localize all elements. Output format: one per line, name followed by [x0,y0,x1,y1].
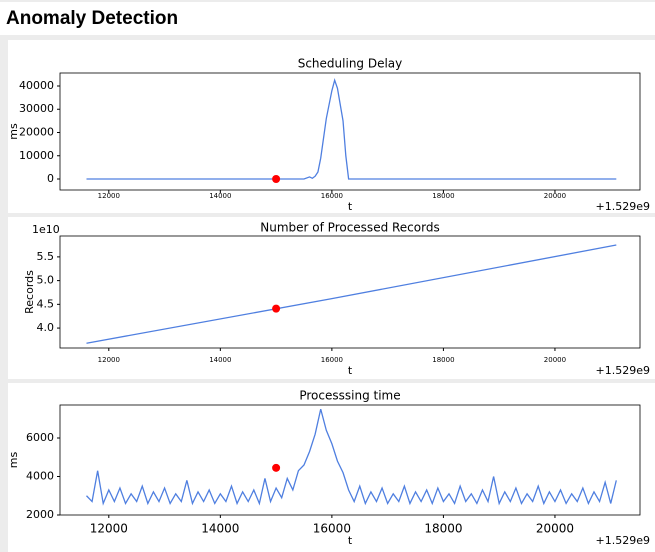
chart-title: Processsing time [299,389,400,403]
x-tick-label: 12000 [98,356,120,364]
chart-title: Scheduling Delay [298,57,403,71]
x-tick-label: 16000 [321,192,343,200]
x-tick-label: 20000 [544,192,566,200]
y-tick-label: 5.0 [37,274,55,287]
x-tick-label: 14000 [201,522,239,536]
data-line [86,408,617,506]
y-offset-label: 1e10 [32,223,60,236]
x-offset-label: +1.529e9 [596,200,650,213]
axes-frame [59,235,641,349]
x-tick-label: 14000 [209,356,231,364]
highlight-point [272,304,281,313]
x-offset-label: +1.529e9 [596,534,650,547]
x-axis-label: t [348,364,353,377]
x-tick-label: 20000 [536,522,574,536]
y-tick-label: 4.5 [37,297,55,310]
y-tick-label: 2000 [26,508,54,521]
data-line [86,244,617,344]
y-tick-label: 4.0 [37,321,55,334]
x-tick-label: 20000 [544,356,566,364]
y-tick-label: 0 [47,172,54,185]
panel [8,383,655,552]
x-tick-label: 12000 [98,192,120,200]
data-line [86,77,617,180]
y-tick-label: 4000 [26,469,54,482]
header-bar [0,2,655,35]
header-title: Anomaly Detection [6,8,178,29]
y-tick-label: 40000 [19,79,54,92]
x-tick-label: 14000 [209,192,231,200]
y-tick-label: 6000 [26,431,54,444]
x-tick-label: 18000 [424,522,462,536]
x-axis-label: t [348,200,353,213]
y-tick-label: 5.5 [37,250,55,263]
highlight-point [272,175,281,184]
x-tick-label: 12000 [90,522,128,536]
y-tick-label: 10000 [19,149,54,162]
panel [8,40,655,213]
y-tick-label: 30000 [19,102,54,115]
x-axis-label: t [348,534,353,547]
x-tick-label: 18000 [432,356,454,364]
y-axis-label: ms [7,452,20,469]
x-tick-label: 16000 [313,522,351,536]
y-tick-label: 20000 [19,125,54,138]
y-axis-label: ms [7,123,20,140]
panel [8,217,655,379]
x-tick-label: 16000 [321,356,343,364]
y-axis-label: Records [23,270,36,314]
highlight-point [272,463,281,472]
x-offset-label: +1.529e9 [596,364,650,377]
axes-frame [59,72,641,191]
axes-frame [59,404,641,516]
x-tick-label: 18000 [432,192,454,200]
chart-title: Number of Processed Records [260,221,439,235]
